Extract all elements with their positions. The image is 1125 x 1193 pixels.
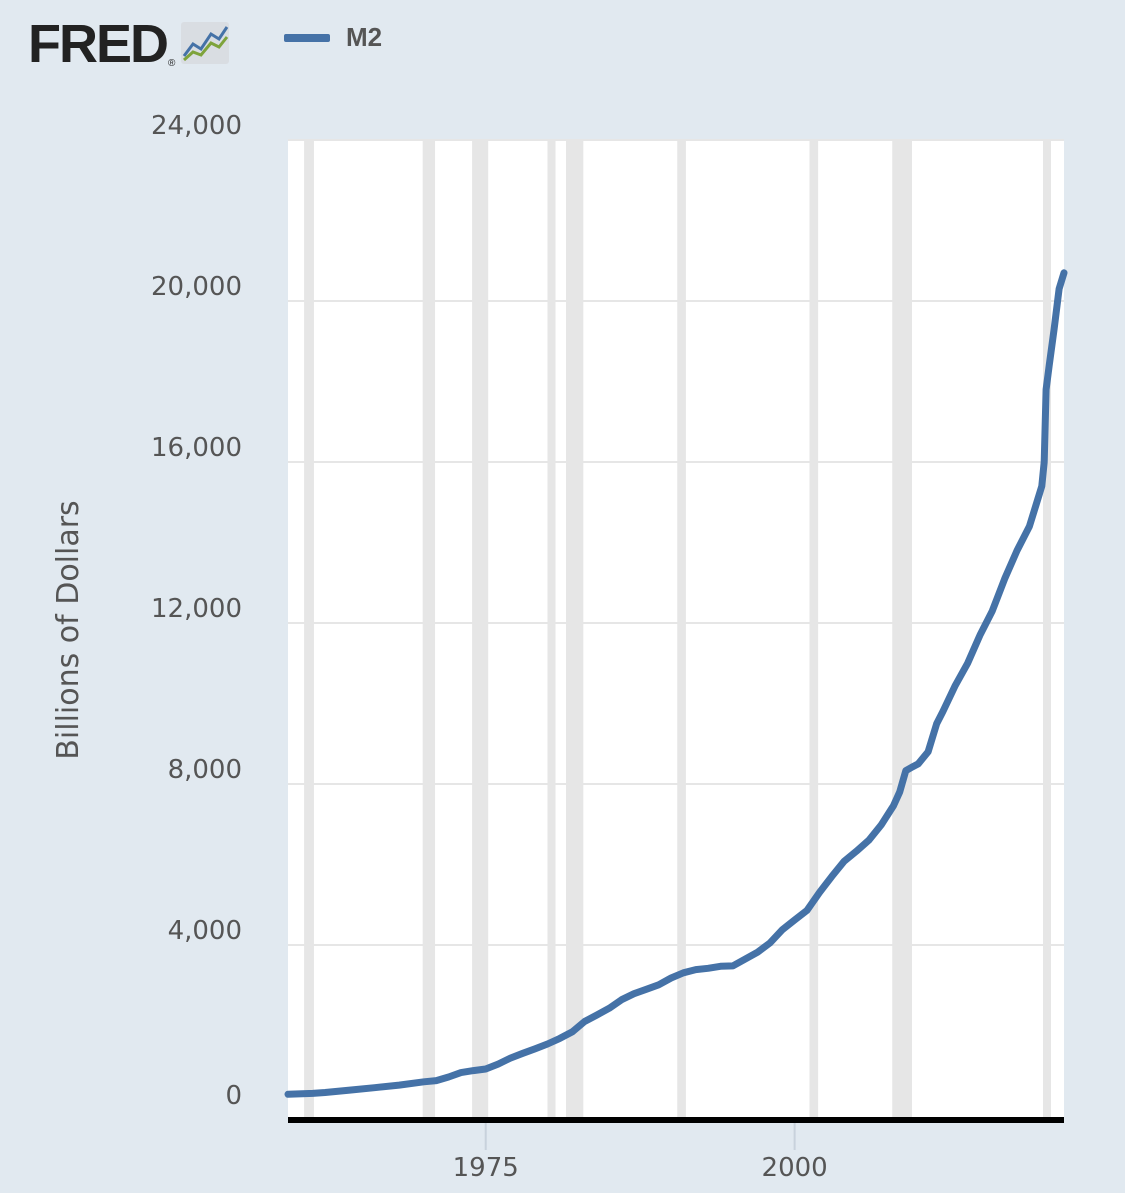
recession-band xyxy=(892,140,913,1120)
recession-band xyxy=(809,140,819,1120)
series-line-m2[interactable] xyxy=(284,269,1068,1098)
x-tick-label: 1975 xyxy=(453,1153,519,1183)
x-tick-label: 2000 xyxy=(762,1153,828,1183)
legend-swatch xyxy=(284,33,330,42)
recession-band xyxy=(304,140,314,1120)
fred-logo[interactable]: FRED ® xyxy=(28,14,230,74)
y-tick-label: 0 xyxy=(225,1081,242,1111)
y-tick-label: 16,000 xyxy=(151,433,242,463)
y-tick-label: 12,000 xyxy=(151,594,242,624)
recession-band xyxy=(677,140,686,1120)
chart-graph-icon xyxy=(181,22,230,64)
plot-area xyxy=(288,140,1064,1120)
recession-band xyxy=(422,140,436,1120)
y-tick-label: 24,000 xyxy=(151,111,242,141)
y-axis-title: Billions of Dollars xyxy=(51,500,86,759)
fred-logo-text: FRED xyxy=(28,14,169,74)
y-tick-label: 4,000 xyxy=(168,916,242,946)
y-tick-label: 20,000 xyxy=(151,272,242,302)
y-tick-label: 8,000 xyxy=(168,755,242,785)
legend-label-m2: M2 xyxy=(346,22,383,52)
recession-band xyxy=(566,140,584,1120)
recession-band xyxy=(547,140,556,1120)
recession-band xyxy=(472,140,489,1120)
chart-legend[interactable]: M2 xyxy=(284,22,382,53)
registered-mark: ® xyxy=(168,58,176,69)
recession-band xyxy=(1042,140,1051,1120)
